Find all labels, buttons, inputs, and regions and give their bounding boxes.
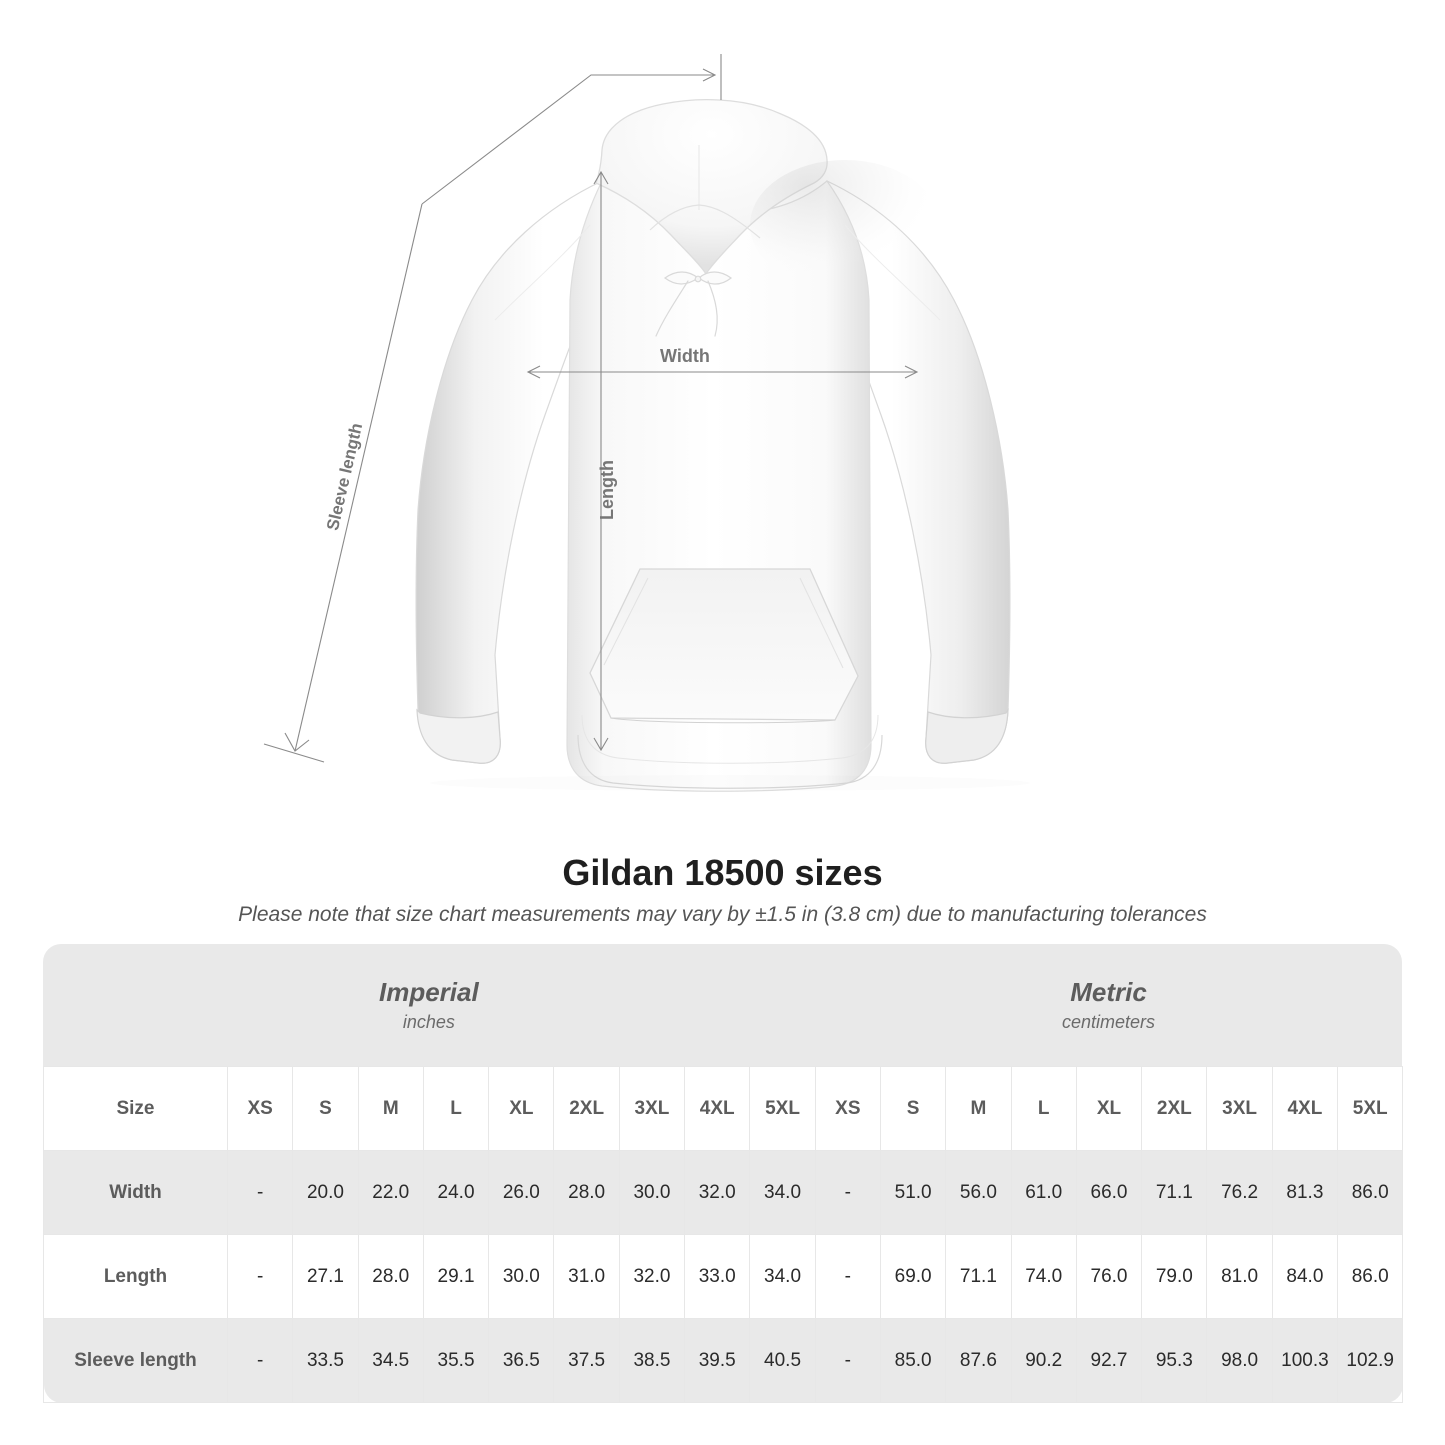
svg-text:Sleeve length: Sleeve length	[323, 421, 366, 532]
svg-text:Length: Length	[597, 460, 617, 520]
svg-text:Width: Width	[660, 346, 710, 366]
